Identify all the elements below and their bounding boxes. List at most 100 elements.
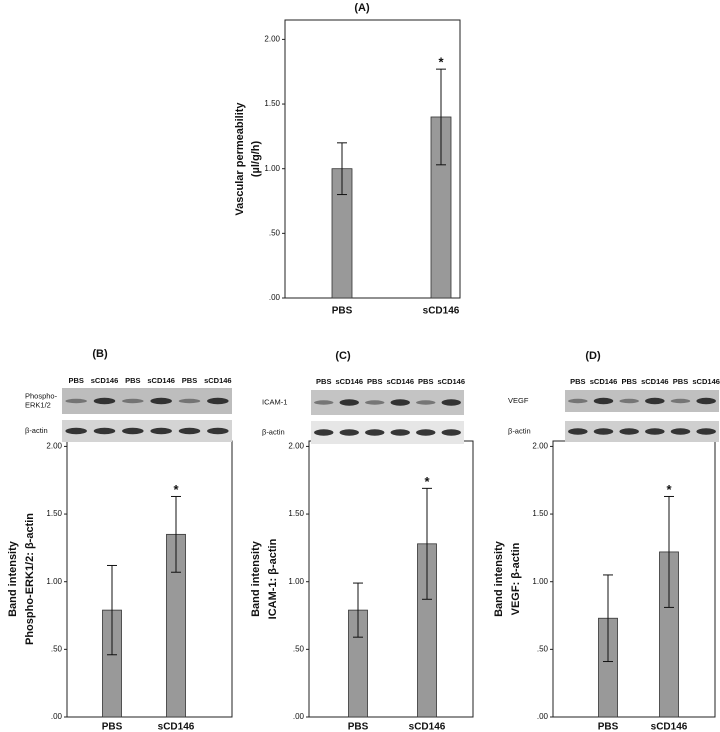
blot-band	[93, 427, 116, 435]
blot-band	[65, 427, 87, 435]
blot-band	[339, 429, 359, 436]
lane-label: PBS	[621, 377, 636, 386]
x-tick-label: PBS	[598, 722, 619, 732]
blot-strip	[311, 390, 464, 415]
blot-band	[150, 397, 172, 405]
significance-marker: *	[173, 482, 179, 497]
y-tick-label: 1.00	[288, 577, 304, 586]
lane-label: sCD146	[147, 376, 175, 385]
x-tick-label: sCD146	[651, 722, 688, 732]
y-tick-label: .00	[51, 712, 63, 721]
blot-band	[314, 429, 334, 436]
y-tick-label: 2.00	[532, 442, 548, 451]
plot-frame	[66, 440, 233, 718]
plot-frame	[308, 440, 474, 718]
blot-band	[122, 427, 144, 435]
y-axis-label: VEGF: β-actin	[510, 542, 522, 615]
lane-label: sCD146	[641, 377, 669, 386]
x-tick-label: sCD146	[158, 722, 195, 732]
y-axis-label: (µl/g/h)	[250, 141, 262, 178]
y-tick-label: 1.00	[264, 164, 280, 173]
y-tick-label: 1.00	[532, 577, 548, 586]
blot-band	[441, 399, 461, 406]
lane-label: PBS	[570, 377, 585, 386]
y-tick-label: 2.00	[46, 442, 62, 451]
y-axis-label: Band intensity	[250, 540, 262, 617]
lane-label: PBS	[68, 376, 83, 385]
blot-band	[93, 397, 116, 405]
lane-label: sCD146	[437, 377, 465, 386]
chart-title: (B)	[92, 348, 108, 360]
blot-band	[619, 428, 639, 435]
y-axis-label: Band intensity	[7, 540, 19, 617]
significance-marker: *	[424, 474, 430, 489]
blot-band	[65, 398, 87, 404]
blot-row-label: Phospho-	[25, 391, 58, 400]
blot-row-label: β-actin	[508, 426, 531, 435]
blot-band	[207, 397, 229, 405]
significance-marker: *	[438, 55, 444, 70]
blot-band	[390, 429, 410, 436]
chart-title: (D)	[585, 350, 601, 362]
blot-band	[150, 427, 172, 435]
blot-band	[593, 397, 614, 405]
blot-strip	[565, 390, 719, 412]
lane-label: sCD146	[590, 377, 618, 386]
blot-band	[593, 428, 614, 435]
blot-band	[696, 428, 716, 435]
blot-band	[670, 398, 691, 404]
y-tick-label: 1.50	[264, 99, 280, 108]
y-tick-label: 2.00	[264, 35, 280, 44]
blot-row-label: ICAM-1	[262, 397, 287, 406]
x-tick-label: sCD146	[423, 306, 460, 317]
lane-label: PBS	[316, 377, 331, 386]
y-tick-label: .00	[293, 712, 305, 721]
blot-band	[645, 397, 665, 405]
lane-label: sCD146	[386, 377, 414, 386]
blot-band	[207, 427, 229, 435]
blot-band	[365, 429, 385, 436]
x-tick-label: PBS	[102, 722, 123, 732]
y-axis-label: Band intensity	[493, 540, 505, 617]
plot-frame	[284, 19, 461, 299]
blot-band	[670, 428, 691, 435]
blot-strip	[62, 388, 232, 414]
blot-band	[416, 400, 436, 405]
blot-row-label: VEGF	[508, 396, 529, 405]
blot-strip	[62, 420, 232, 442]
y-tick-label: .00	[537, 712, 549, 721]
blot-band	[314, 400, 334, 405]
y-tick-label: .00	[269, 293, 281, 302]
x-tick-label: PBS	[332, 306, 353, 317]
y-axis-label: Phospho-ERK1/2: β-actin	[24, 513, 36, 645]
blot-band	[645, 428, 665, 435]
lane-label: PBS	[125, 376, 140, 385]
y-tick-label: 1.50	[288, 509, 304, 518]
y-tick-label: .50	[269, 228, 281, 237]
lane-label: sCD146	[204, 376, 232, 385]
chart-title: (C)	[335, 350, 351, 362]
y-tick-label: 1.00	[46, 577, 62, 586]
y-axis-label: Vascular permeability	[234, 102, 246, 216]
blot-row-label: β-actin	[262, 427, 285, 436]
lane-label: PBS	[367, 377, 382, 386]
x-tick-label: sCD146	[409, 722, 446, 732]
blot-band	[178, 427, 201, 435]
blot-band	[178, 398, 201, 404]
blot-band	[696, 397, 716, 405]
x-tick-label: PBS	[348, 722, 369, 732]
blot-band	[122, 398, 144, 404]
blot-band	[568, 428, 588, 435]
y-tick-label: .50	[537, 644, 549, 653]
blot-band	[339, 399, 359, 406]
blot-row-label: ERK1/2	[25, 400, 51, 409]
plot-frame	[552, 440, 716, 718]
y-tick-label: .50	[51, 644, 63, 653]
lane-label: sCD146	[335, 377, 363, 386]
blot-band	[390, 399, 410, 406]
blot-row-label: β-actin	[25, 426, 48, 435]
lane-label: PBS	[418, 377, 433, 386]
y-tick-label: 2.00	[288, 442, 304, 451]
lane-label: PBS	[182, 376, 197, 385]
chart-title: (A)	[354, 2, 370, 14]
